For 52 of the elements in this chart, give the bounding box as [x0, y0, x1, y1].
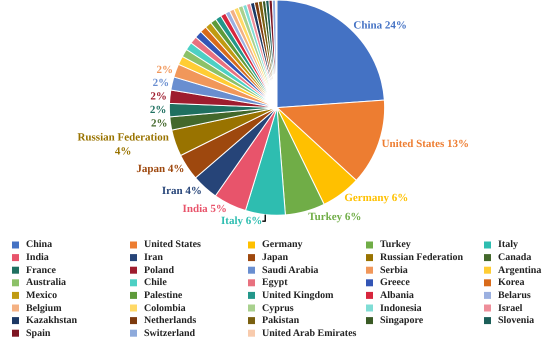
legend-label: Italy: [498, 239, 518, 250]
data-label: 2%: [150, 90, 167, 103]
legend-label: United Kingdom: [262, 290, 334, 301]
legend-label: Israel: [498, 303, 523, 314]
legend-label: Netherlands: [144, 315, 196, 326]
data-label: Italy 6%: [221, 215, 262, 228]
legend-label: Spain: [26, 328, 51, 339]
legend-label: Singapore: [380, 315, 424, 326]
legend-label: Poland: [144, 265, 174, 276]
legend-label: Pakistan: [262, 315, 300, 326]
data-label: 2%: [150, 104, 166, 116]
data-label: Iran 4%: [162, 184, 202, 197]
legend-label: Albania: [380, 290, 414, 301]
legend-label: Canada: [498, 252, 532, 263]
legend-label: France: [26, 265, 57, 276]
data-label: 2%: [152, 77, 170, 90]
legend-label: India: [26, 252, 49, 263]
legend-label: United States: [144, 239, 202, 250]
data-label: Turkey 6%: [308, 211, 362, 224]
legend-label: Indonesia: [380, 303, 422, 314]
legend-label: Egypt: [262, 277, 288, 288]
data-label: Russian Federation 4%: [77, 131, 169, 158]
legend-label: Germany: [262, 239, 303, 250]
legend-label: Cyprus: [262, 303, 294, 314]
data-label: Japan 4%: [136, 162, 184, 175]
data-label: India 5%: [182, 203, 227, 216]
data-label: 2%: [151, 118, 168, 130]
legend-label: China: [26, 239, 52, 250]
legend-label: Belgium: [26, 303, 62, 314]
legend-label: Turkey: [380, 239, 411, 250]
legend-label: Belarus: [498, 290, 531, 301]
legend-label: Saudi Arabia: [262, 265, 318, 276]
data-label: United States 13%: [382, 138, 469, 150]
data-label: China 24%: [353, 20, 407, 32]
legend-label: Russian Federation: [380, 252, 464, 263]
legend-label: Chile: [144, 277, 168, 288]
legend-label: Argentina: [498, 265, 542, 276]
legend-label: Mexico: [26, 290, 58, 301]
legend-label: Palestine: [144, 290, 183, 301]
legend-label: Japan: [262, 252, 289, 263]
legend-label: Serbia: [380, 265, 408, 276]
data-label: Germany 6%: [344, 192, 408, 204]
legend-label: Korea: [498, 277, 524, 288]
data-label: 2%: [156, 64, 173, 76]
legend-label: Greece: [380, 277, 410, 288]
legend-label: Colombia: [144, 303, 186, 314]
legend-label: Iran: [144, 252, 164, 263]
legend-label: Australia: [26, 277, 66, 288]
legend-label: United Arab Emirates: [262, 328, 357, 339]
legend-label: Slovenia: [498, 315, 534, 326]
legend-label: Kazakhstan: [26, 315, 78, 326]
legend-label: Switzerland: [144, 328, 196, 339]
